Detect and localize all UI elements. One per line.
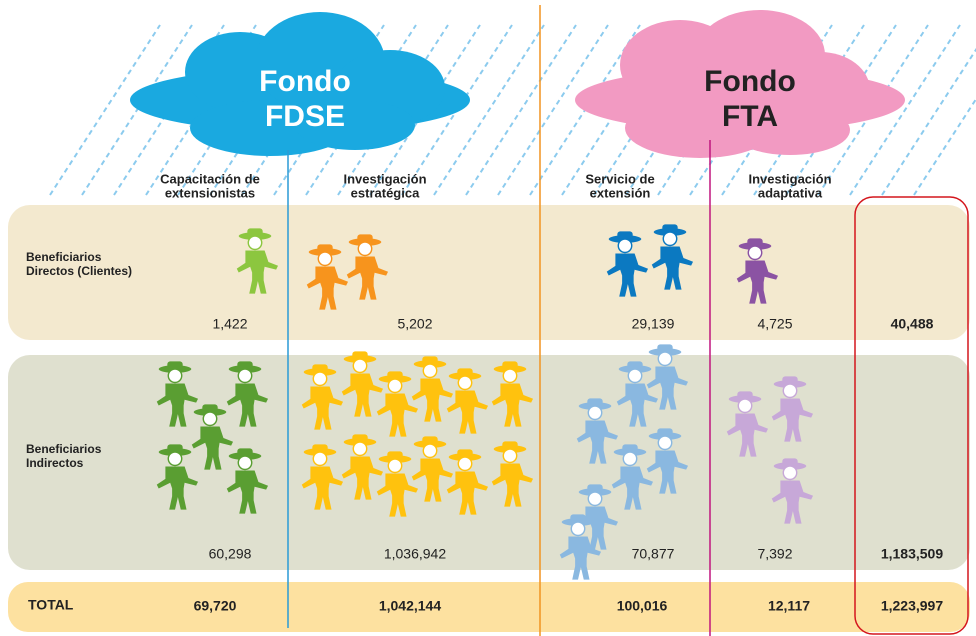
row-label: Indirectos — [26, 456, 84, 470]
total-value: 12,117 — [768, 598, 810, 614]
direct-band — [8, 205, 970, 340]
cloud-fdse — [130, 12, 470, 156]
column-header: estratégica — [351, 185, 420, 200]
row-value: 1,422 — [212, 316, 247, 332]
row-value: 60,298 — [209, 546, 252, 562]
column-header: extensión — [590, 185, 651, 200]
indirect-band — [8, 355, 970, 570]
total-value: 100,016 — [617, 598, 668, 614]
row-value: 70,877 — [632, 546, 675, 562]
row-label: Beneficiarios — [26, 250, 102, 264]
cloud-fta — [575, 10, 905, 158]
total-band — [8, 582, 970, 632]
total-value: 69,720 — [194, 598, 237, 614]
rain-line — [881, 47, 976, 196]
column-header: Investigación — [343, 171, 426, 186]
row-value: 4,725 — [757, 316, 792, 332]
column-header: adaptativa — [758, 185, 823, 200]
row-value: 5,202 — [397, 316, 432, 332]
fund-title: FDSE — [265, 100, 345, 133]
row-label: Beneficiarios — [26, 442, 102, 456]
rain-line — [49, 24, 161, 196]
total-label: TOTAL — [28, 597, 74, 613]
total-value: 1,042,144 — [379, 598, 441, 614]
column-header: Investigación — [748, 171, 831, 186]
column-header: Servicio de — [585, 171, 654, 186]
fund-title: Fondo — [259, 65, 351, 98]
fund-title: Fondo — [704, 65, 796, 98]
rain-line — [497, 24, 609, 196]
row-total: 1,183,509 — [881, 546, 943, 562]
row-total: 40,488 — [891, 316, 934, 332]
column-header: Capacitación de — [160, 171, 260, 186]
rain-line — [465, 24, 577, 196]
rain-line — [433, 24, 545, 196]
row-value: 29,139 — [632, 316, 675, 332]
row-value: 1,036,942 — [384, 546, 446, 562]
column-header: extensionistas — [165, 185, 255, 200]
rain-line — [913, 97, 976, 196]
row-value: 7,392 — [757, 546, 792, 562]
grand-total: 1,223,997 — [881, 598, 943, 614]
rain-line — [81, 24, 193, 196]
row-label: Directos (Clientes) — [26, 264, 132, 278]
fund-title: FTA — [722, 100, 778, 133]
rain-line — [849, 24, 961, 196]
total-highlight — [854, 196, 969, 635]
